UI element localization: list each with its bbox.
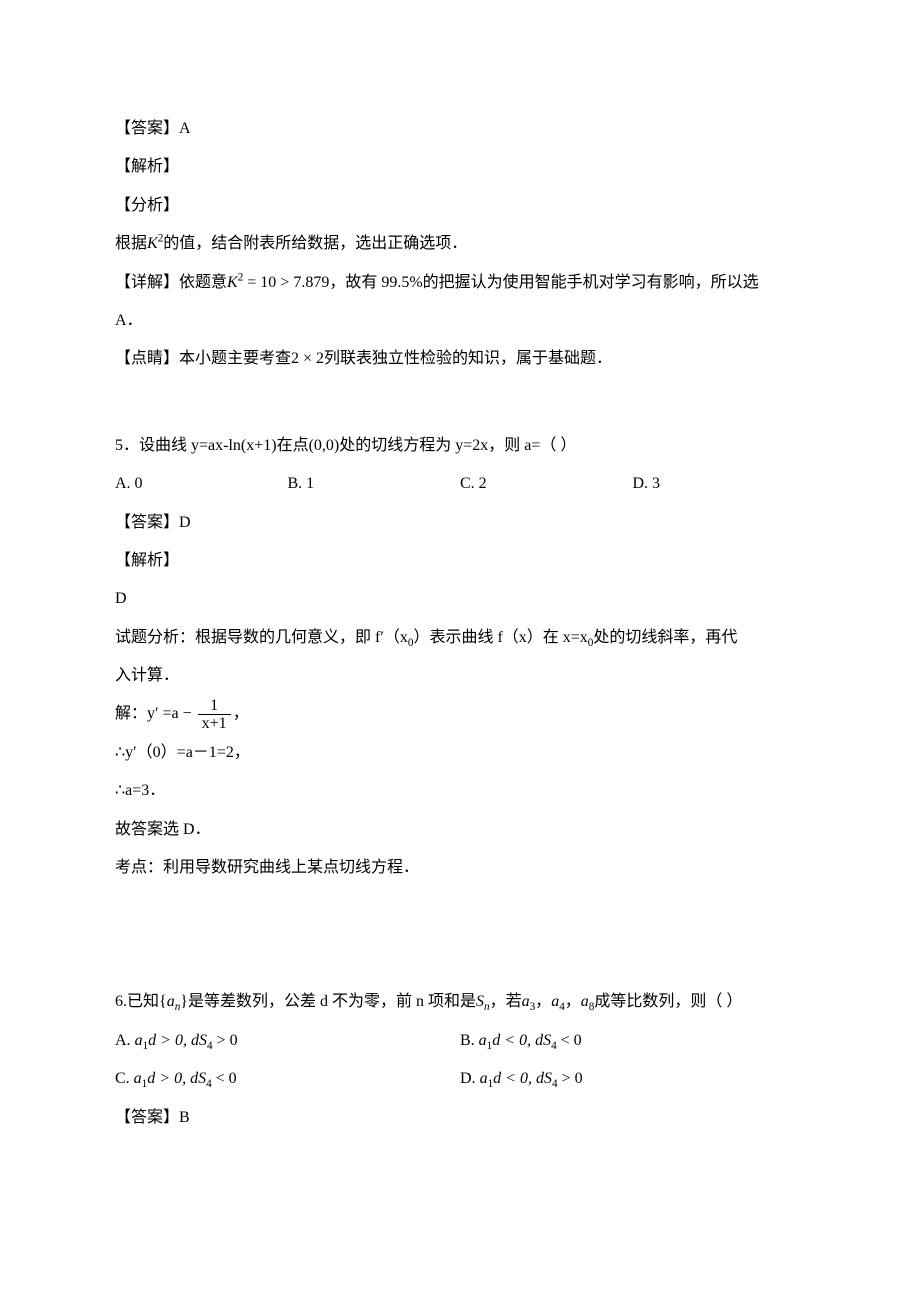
- a-symbol: a: [522, 993, 530, 1010]
- text: D.: [460, 1070, 480, 1087]
- q6-options: A. a1d > 0, dS4 > 0 B. a1d < 0, dS4 < 0 …: [115, 1022, 805, 1099]
- text: ，若: [490, 993, 522, 1010]
- denominator: x+1: [198, 715, 231, 733]
- text: < 0: [557, 1032, 582, 1049]
- text: ，故有 99.5%的把握认为使用智能手机对学习有影响，所以选: [329, 274, 758, 291]
- q5-opt-c: C. 2: [460, 465, 633, 503]
- text: d > 0, d: [148, 1032, 199, 1049]
- q5-options: A. 0 B. 1 C. 2 D. 3: [115, 465, 805, 503]
- text: A.: [115, 1032, 135, 1049]
- q4-fenxi-text: 根据K2的值，结合附表所给数据，选出正确选项．: [115, 225, 805, 263]
- text: d < 0, d: [492, 1032, 543, 1049]
- q5-therefore1: ∴y′（0）=a－1=2，: [115, 734, 805, 772]
- q6-answer: 【答案】B: [115, 1099, 805, 1137]
- k-symbol: K: [227, 274, 238, 291]
- q5-opt-d: D. 3: [633, 465, 806, 503]
- q6-opt-c: C. a1d > 0, dS4 < 0: [115, 1060, 460, 1098]
- q4-fenxi-label: 【分析】: [115, 187, 805, 225]
- page: 【答案】A 【解析】 【分析】 根据K2的值，结合附表所给数据，选出正确选项． …: [0, 0, 920, 1302]
- text: ，: [535, 993, 551, 1010]
- q4-answer: 【答案】A: [115, 110, 805, 148]
- text: }是等差数列，公差 d 不为零，前 n 项和是: [180, 993, 476, 1010]
- text: 解：y′ =a −: [115, 705, 196, 722]
- q5-sol-line: 解：y′ =a − 1x+1，: [115, 695, 805, 733]
- q5-conclusion: 故答案选 D．: [115, 811, 805, 849]
- text: 根据: [115, 235, 147, 252]
- spacer: [115, 379, 805, 427]
- q6-opt-a: A. a1d > 0, dS4 > 0: [115, 1022, 460, 1060]
- text: C.: [115, 1070, 134, 1087]
- q6-opt-d: D. a1d < 0, dS4 > 0: [460, 1060, 805, 1098]
- q4-detail-line2: A．: [115, 302, 805, 340]
- text: d < 0, d: [493, 1070, 544, 1087]
- a-symbol: a: [134, 1070, 142, 1087]
- text: 成等比数列，则（ ）: [594, 993, 742, 1010]
- q5-analysis-line1: 试题分析：根据导数的几何意义，即 f′（x0）表示曲线 f（x）在 x=x0处的…: [115, 619, 805, 657]
- text: ）表示曲线 f（x）在 x=x: [413, 629, 587, 646]
- k-symbol: K: [147, 235, 158, 252]
- a-symbol: a: [551, 993, 559, 1010]
- text: 的值，结合附表所给数据，选出正确选项．: [163, 235, 467, 252]
- text: 2 × 2: [291, 350, 324, 367]
- q5-opt-b: B. 1: [288, 465, 461, 503]
- text: 列联表独立性检验的知识，属于基础题．: [324, 350, 612, 367]
- a-symbol: a: [581, 993, 589, 1010]
- q5-stem: 5．设曲线 y=ax-ln(x+1)在点(0,0)处的切线方程为 y=2x，则 …: [115, 427, 805, 465]
- a-symbol: a: [479, 1032, 487, 1049]
- fraction: 1x+1: [198, 697, 231, 733]
- text: > 0: [213, 1032, 238, 1049]
- text: > 0: [558, 1070, 583, 1087]
- q4-dianjing: 【点睛】本小题主要考查2 × 2列联表独立性检验的知识，属于基础题．: [115, 340, 805, 378]
- q4-detail-line1: 【详解】依题意K2 = 10 > 7.879，故有 99.5%的把握认为使用智能…: [115, 264, 805, 302]
- numerator: 1: [198, 697, 231, 716]
- text: < 0: [212, 1070, 237, 1087]
- text: = 10 > 7.879: [243, 274, 329, 291]
- a-symbol: a: [167, 993, 175, 1010]
- text: 试题分析：根据导数的几何意义，即 f′（x: [115, 629, 408, 646]
- q5-opt-a: A. 0: [115, 465, 288, 503]
- q5-d: D: [115, 580, 805, 618]
- s-symbol: S: [544, 1070, 552, 1087]
- text: 【点睛】本小题主要考查: [115, 350, 291, 367]
- a-symbol: a: [135, 1032, 143, 1049]
- s-symbol: S: [198, 1070, 206, 1087]
- s-symbol: S: [199, 1032, 207, 1049]
- text: 6.已知{: [115, 993, 167, 1010]
- q6-opt-b: B. a1d < 0, dS4 < 0: [460, 1022, 805, 1060]
- q5-analysis-line2: 入计算．: [115, 657, 805, 695]
- spacer: [115, 887, 805, 983]
- q5-answer: 【答案】D: [115, 504, 805, 542]
- q5-therefore2: ∴a=3．: [115, 772, 805, 810]
- q5-jiexi: 【解析】: [115, 542, 805, 580]
- text: ，: [233, 705, 249, 722]
- q5-kaodian: 考点：利用导数研究曲线上某点切线方程．: [115, 849, 805, 887]
- text: d > 0, d: [147, 1070, 198, 1087]
- text: B.: [460, 1032, 479, 1049]
- text: 处的切线斜率，再代: [593, 629, 737, 646]
- text: ，: [565, 993, 581, 1010]
- q4-jiexi: 【解析】: [115, 148, 805, 186]
- q6-stem: 6.已知{an}是等差数列，公差 d 不为零，前 n 项和是Sn，若a3，a4，…: [115, 983, 805, 1021]
- text: 【详解】依题意: [115, 274, 227, 291]
- s-symbol: S: [476, 993, 484, 1010]
- s-symbol: S: [543, 1032, 551, 1049]
- a-symbol: a: [480, 1070, 488, 1087]
